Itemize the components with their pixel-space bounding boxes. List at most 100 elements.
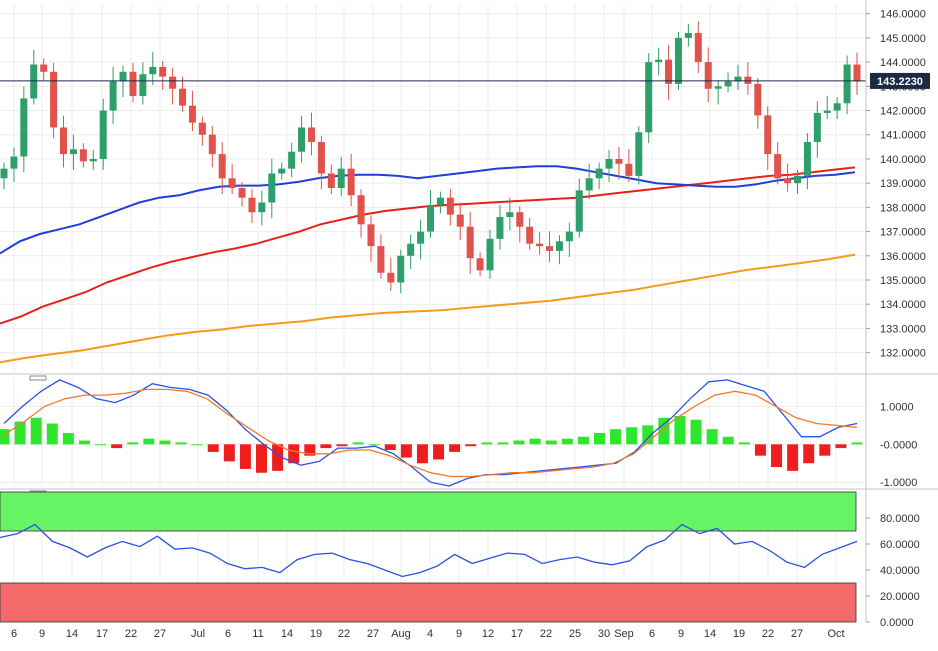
y-tick-label: 133.0000	[880, 323, 926, 335]
macd-hist-up	[159, 440, 171, 445]
macd-hist-down	[835, 444, 847, 449]
macd-hist-up	[368, 444, 380, 446]
macd-hist-down	[256, 444, 268, 473]
macd-hist-up	[545, 440, 557, 445]
candle-down	[764, 115, 772, 155]
candle-up	[30, 64, 38, 99]
signal-line	[3, 388, 858, 478]
macd-hist-up	[690, 419, 702, 445]
candle-up	[10, 156, 18, 169]
rsi-y-tick-label: 40.0000	[880, 565, 920, 577]
x-tick-label: 6	[649, 628, 655, 640]
macd-hist-down	[771, 444, 783, 468]
candle-down	[665, 59, 673, 84]
candle-down	[784, 178, 792, 184]
x-tick-label: 19	[733, 628, 745, 640]
macd-hist-down	[787, 444, 799, 471]
candle-up	[417, 231, 425, 244]
macd-hist-up	[529, 438, 541, 445]
candle-up	[258, 202, 266, 213]
macd-hist-up	[0, 429, 10, 445]
candle-down	[248, 197, 256, 213]
y-tick-label: 136.0000	[880, 251, 926, 263]
candle-up	[724, 81, 732, 87]
y-tick-label: 134.0000	[880, 299, 926, 311]
y-tick-label: 146.0000	[880, 9, 926, 21]
current-price-label: 143.2230	[877, 76, 923, 88]
overbought-zone	[0, 491, 857, 532]
candle-down	[188, 105, 196, 123]
x-tick-label: 17	[96, 628, 108, 640]
x-tick-label: 6	[11, 628, 17, 640]
candle-up	[298, 127, 306, 152]
price-label-box	[870, 72, 930, 89]
candle-down	[377, 246, 385, 273]
macd-line	[3, 379, 858, 487]
macd-hist-up	[738, 442, 750, 445]
macd-hist-down	[304, 444, 316, 456]
candle-down	[218, 154, 226, 179]
candle-up	[674, 37, 682, 84]
x-tick-label: 22	[125, 628, 137, 640]
candle-down	[169, 76, 177, 89]
macd-hist-down	[433, 444, 445, 460]
macd-hist-down	[465, 444, 477, 447]
candle-up	[605, 158, 613, 169]
oversold-zone	[0, 582, 857, 623]
x-tick-label: 22	[762, 628, 774, 640]
macd-hist-up	[851, 442, 863, 445]
candle-up	[119, 71, 127, 82]
candle-down	[347, 168, 355, 196]
x-tick-label: 14	[704, 628, 716, 640]
candle-up	[268, 173, 276, 203]
panel-resize-handle[interactable]	[29, 375, 47, 381]
macd-hist-down	[336, 444, 348, 447]
x-tick-label: 12	[482, 628, 494, 640]
candle-up	[89, 158, 97, 162]
candle-up	[833, 103, 841, 111]
macd-hist-down	[288, 444, 300, 464]
ma-50-line	[0, 165, 856, 255]
candle-up	[278, 168, 286, 174]
macd-hist-up	[706, 429, 718, 445]
x-tick-label: 22	[338, 628, 350, 640]
macd-hist-down	[449, 444, 461, 452]
x-tick-label: Jul	[191, 628, 205, 640]
candle-down	[79, 149, 87, 162]
macd-hist-down	[754, 444, 766, 456]
y-tick-label: 135.0000	[880, 275, 926, 287]
macd-hist-up	[674, 415, 686, 445]
candle-up	[506, 212, 514, 218]
candle-up	[734, 76, 742, 82]
candle-down	[317, 142, 325, 174]
y-tick-label: 142.0000	[880, 106, 926, 118]
candle-up	[149, 66, 157, 75]
candle-up	[555, 241, 563, 251]
candle-up	[0, 168, 8, 179]
candle-down	[546, 246, 554, 251]
macd-hist-up	[95, 444, 107, 446]
candle-up	[496, 217, 504, 239]
candle-up	[69, 149, 77, 155]
candle-up	[288, 151, 296, 169]
macd-hist-up	[191, 444, 203, 446]
candle-up	[595, 168, 603, 179]
y-tick-label: 132.0000	[880, 348, 926, 360]
macd-hist-up	[46, 423, 58, 445]
macd-hist-down	[272, 444, 284, 471]
candle-down	[357, 195, 365, 225]
macd-hist-up	[626, 427, 638, 445]
macd-hist-up	[497, 442, 509, 445]
x-tick-label: Sep	[614, 628, 634, 640]
x-tick-label: 4	[427, 628, 433, 640]
candle-down	[536, 243, 544, 247]
candle-up	[139, 74, 147, 96]
candle-up	[397, 255, 405, 283]
candle-up	[407, 243, 415, 256]
x-tick-label: 25	[569, 628, 581, 640]
macd-hist-down	[223, 444, 235, 462]
macd-hist-up	[481, 442, 493, 445]
candle-down	[853, 64, 861, 82]
